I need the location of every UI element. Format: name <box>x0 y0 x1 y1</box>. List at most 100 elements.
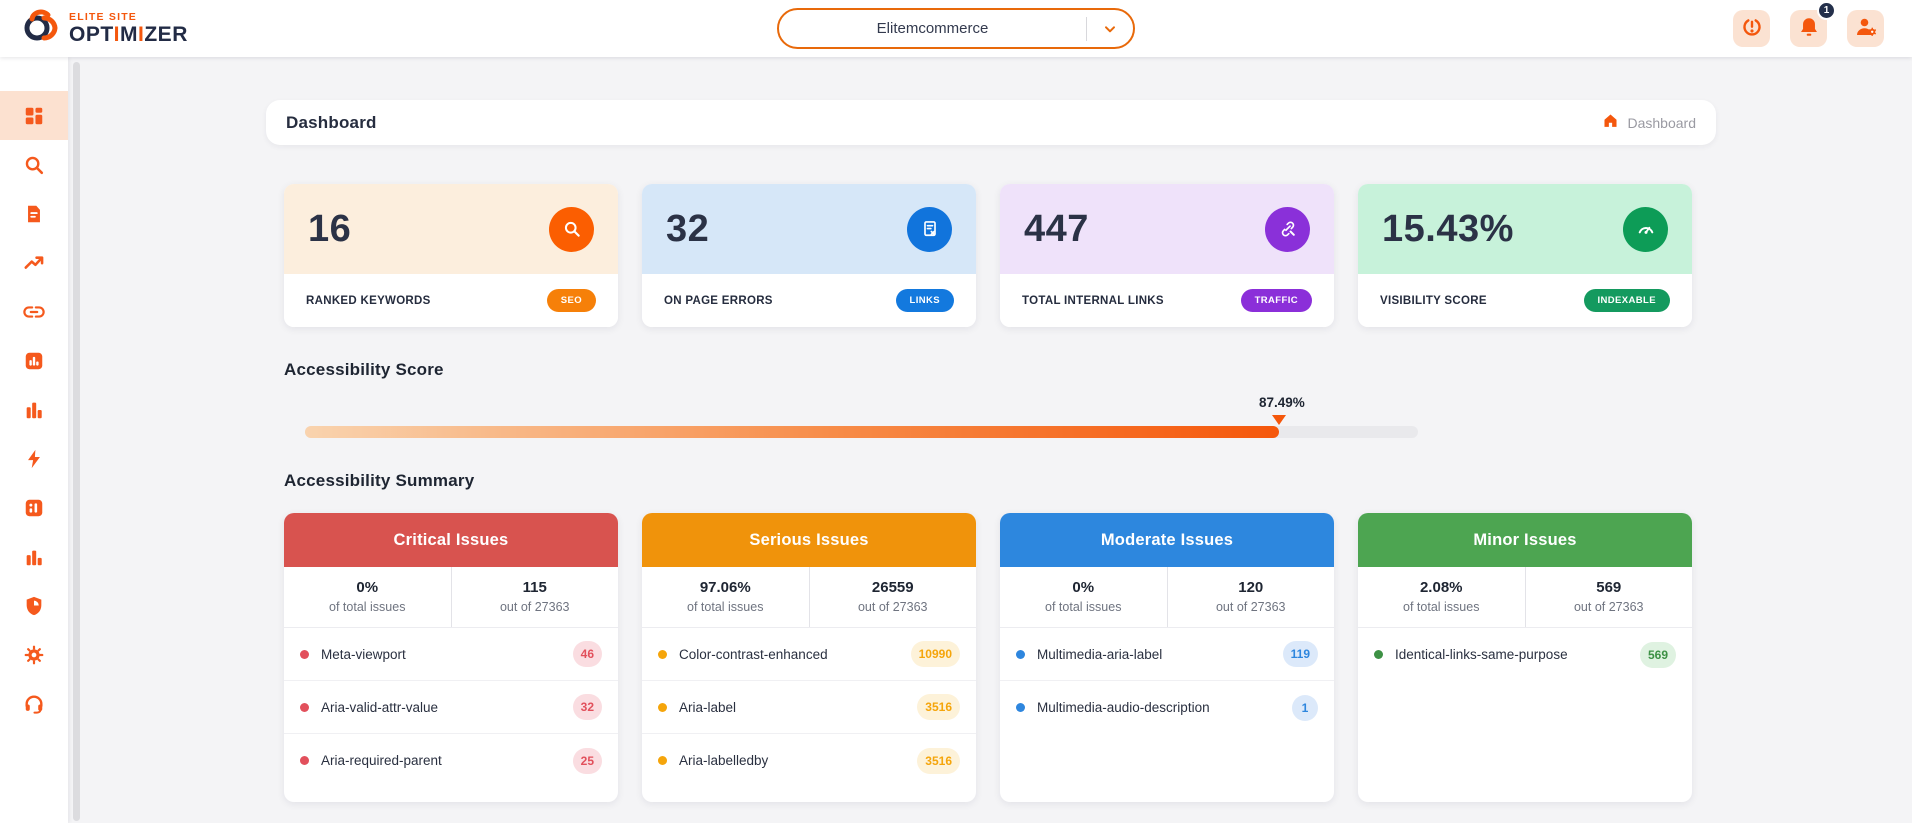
issue-card-minor: Minor Issues 2.08% of total issues 569 o… <box>1358 513 1692 802</box>
stat-badge: INDEXABLE <box>1583 289 1670 312</box>
count-caption: out of 27363 <box>499 600 570 614</box>
issue-row[interactable]: Aria-valid-attr-value 32 <box>284 681 618 734</box>
issue-row[interactable]: Meta-viewport 46 <box>284 628 618 681</box>
issue-count-badge: 1 <box>1292 694 1318 721</box>
issue-row[interactable]: Multimedia-aria-label 119 <box>1000 628 1334 681</box>
progress-value: 87.49% <box>1258 395 1305 410</box>
issue-row[interactable]: Multimedia-audio-description 1 <box>1000 681 1334 734</box>
logo-text: ELITE SITE OPTIMIZER <box>69 11 188 46</box>
issue-count-badge: 3516 <box>917 747 960 774</box>
page-title-bar: Dashboard Dashboard <box>266 100 1716 145</box>
issue-card-header: Minor Issues <box>1358 513 1692 567</box>
issue-card-header: Serious Issues <box>642 513 976 567</box>
sidebar-item-dashboard[interactable] <box>0 91 68 140</box>
vertical-scrollbar[interactable] <box>73 62 80 821</box>
issue-count-badge: 3516 <box>917 694 960 720</box>
issue-card-moderate: Moderate Issues 0% of total issues 120 o… <box>1000 513 1334 802</box>
stat-label: RANKED KEYWORDS <box>306 294 431 307</box>
bullet-dot-icon <box>658 702 667 712</box>
stat-badge: TRAFFIC <box>1240 289 1312 312</box>
bullet-dot-icon <box>1016 649 1025 659</box>
stat-card-visibility-score: 15.43% VISIBILITY SCORE INDEXABLE <box>1358 184 1692 327</box>
count-value: 569 <box>1596 579 1622 596</box>
dashboard-grid-icon <box>23 105 45 127</box>
issue-row[interactable]: Aria-label 3516 <box>642 681 976 734</box>
issue-label: Multimedia-aria-label <box>1037 646 1163 662</box>
issue-count-badge: 569 <box>1639 641 1676 668</box>
breadcrumb-label: Dashboard <box>1627 114 1697 131</box>
issue-stats: 2.08% of total issues 569 out of 27363 <box>1358 567 1692 628</box>
bullet-dot-icon <box>1016 703 1025 712</box>
stat-value: 15.43% <box>1382 207 1514 250</box>
sidebar-item-content[interactable] <box>0 189 68 238</box>
headset-icon <box>23 693 45 715</box>
search-icon <box>549 206 594 252</box>
count-value: 120 <box>1238 579 1264 596</box>
analytics-box-icon <box>23 497 45 519</box>
issue-label: Identical-links-same-purpose <box>1395 647 1568 662</box>
stat-label: VISIBILITY SCORE <box>1380 294 1487 307</box>
issue-label: Aria-label <box>679 699 737 715</box>
count-value: 115 <box>522 579 547 596</box>
sidebar-item-security[interactable] <box>0 581 68 630</box>
issue-label: Aria-required-parent <box>321 753 442 768</box>
accessibility-score-title: Accessibility Score <box>284 360 444 379</box>
divider <box>1086 16 1087 41</box>
percent-value: 97.06% <box>699 579 751 596</box>
issue-cards-row: Critical Issues 0% of total issues 115 o… <box>284 513 1698 802</box>
issue-row[interactable]: Color-contrast-enhanced 10990 <box>642 628 976 681</box>
bullet-dot-icon <box>300 756 309 765</box>
sidebar-item-links[interactable] <box>0 287 68 336</box>
percent-caption: of total issues <box>329 600 406 614</box>
issue-card-header: Critical Issues <box>284 513 618 567</box>
bar-chart-icon <box>23 399 45 421</box>
stat-value: 447 <box>1024 207 1089 250</box>
stat-value: 32 <box>666 207 710 250</box>
top-header: ELITE SITE OPTIMIZER Elitemcommerce <box>0 0 1912 57</box>
sidebar-item-statistics[interactable] <box>0 532 68 581</box>
sidebar-item-support[interactable] <box>0 679 68 728</box>
breadcrumb[interactable]: Dashboard <box>1602 112 1697 134</box>
issue-row[interactable]: Aria-labelledby 3516 <box>642 734 976 787</box>
user-settings-button[interactable] <box>1847 10 1884 47</box>
header-actions: 1 <box>1733 1 1884 47</box>
sidebar-item-rankings[interactable] <box>0 238 68 287</box>
site-selector-value: Elitemcommerce <box>876 20 989 37</box>
logo[interactable]: ELITE SITE OPTIMIZER <box>22 9 188 48</box>
chart-box-icon <box>23 350 45 372</box>
issue-label: Color-contrast-enhanced <box>679 646 828 662</box>
lightning-icon <box>23 448 45 470</box>
issue-stats: 0% of total issues 115 out of 27363 <box>284 567 618 628</box>
stat-cards-row: 16 RANKED KEYWORDS SEO 32 <box>284 184 1698 327</box>
accessibility-summary-title: Accessibility Summary <box>284 471 475 490</box>
stat-badge: SEO <box>546 289 596 312</box>
sidebar-item-search[interactable] <box>0 140 68 189</box>
search-icon <box>23 154 45 176</box>
issue-label: Multimedia-audio-description <box>1037 700 1210 715</box>
count-value: 26559 <box>871 579 914 596</box>
help-button[interactable] <box>1733 10 1770 47</box>
main-area: Dashboard Dashboard 16 <box>80 57 1912 823</box>
sidebar-item-analytics[interactable] <box>0 385 68 434</box>
document-icon <box>23 203 45 225</box>
site-selector-dropdown[interactable]: Elitemcommerce <box>777 8 1135 49</box>
notifications-button[interactable]: 1 <box>1790 1 1836 47</box>
help-icon <box>1741 16 1763 41</box>
percent-caption: of total issues <box>687 600 764 614</box>
issue-row[interactable]: Identical-links-same-purpose 569 <box>1358 628 1692 681</box>
count-caption: out of 27363 <box>1573 600 1644 614</box>
bullet-dot-icon <box>658 649 667 659</box>
sidebar-item-settings[interactable] <box>0 630 68 679</box>
sidebar-item-performance[interactable] <box>0 434 68 483</box>
logo-mark-icon <box>22 9 62 48</box>
progress-track: 87.49% <box>305 395 1418 438</box>
bullet-dot-icon <box>658 756 667 765</box>
stat-badge: LINKS <box>895 289 954 312</box>
stat-card-ranked-keywords: 16 RANKED KEYWORDS SEO <box>284 184 618 327</box>
sidebar-item-insights[interactable] <box>0 483 68 532</box>
home-icon <box>1602 112 1619 134</box>
sidebar-item-reports[interactable] <box>0 336 68 385</box>
issue-row[interactable]: Aria-required-parent 25 <box>284 734 618 787</box>
link-icon <box>23 301 45 323</box>
